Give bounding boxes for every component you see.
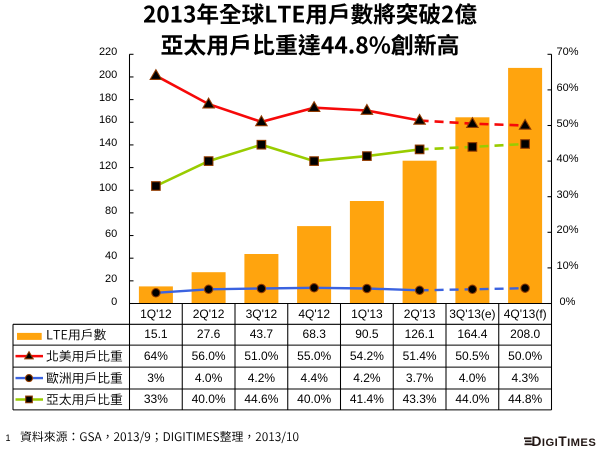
svg-text:DIGITIMES: DIGITIMES [532, 434, 597, 449]
